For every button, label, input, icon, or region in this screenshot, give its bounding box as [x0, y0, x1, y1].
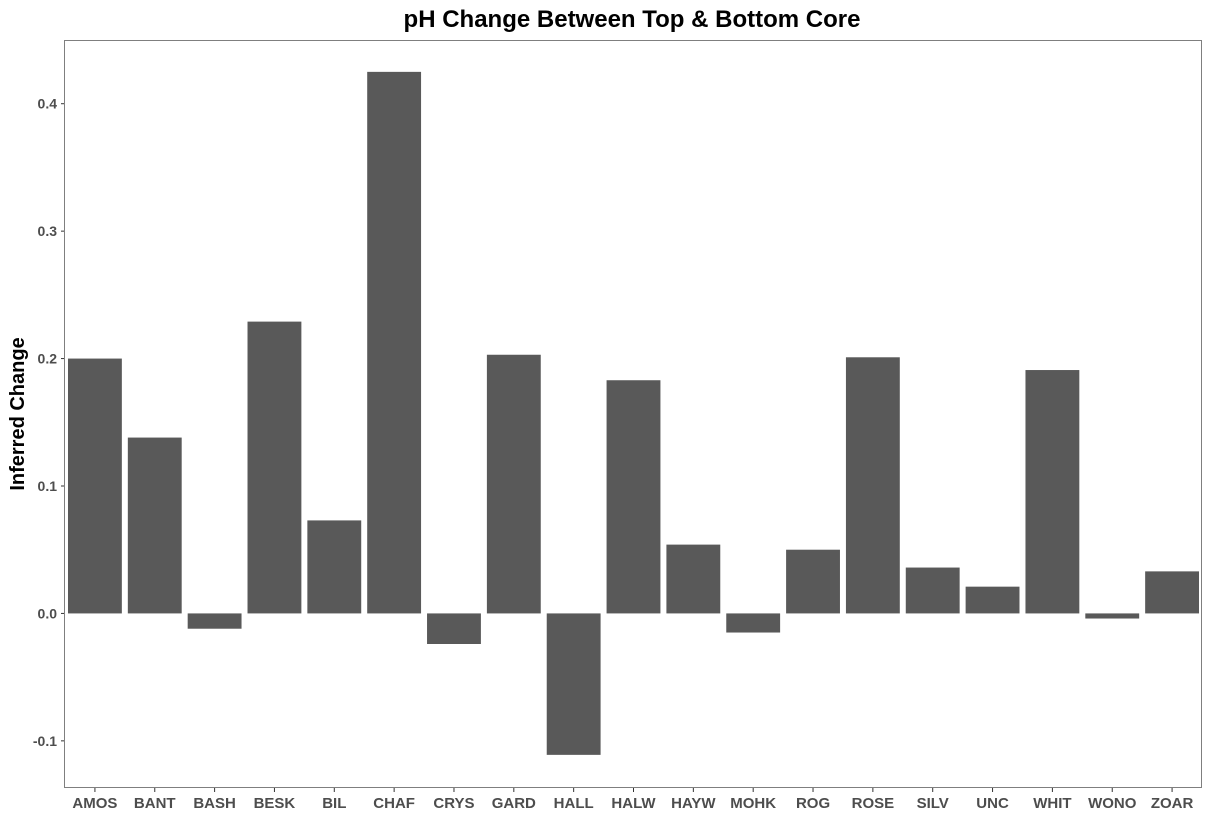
bar-halw [606, 380, 661, 614]
x-tick-label: ROG [796, 795, 830, 812]
y-tick-label: 0.4 [38, 96, 58, 112]
bar-mohk [726, 613, 781, 633]
x-tick-label: GARD [492, 795, 536, 812]
y-axis-label: Inferred Change [7, 337, 29, 490]
bars-group [67, 71, 1200, 755]
x-tick-label: BASH [193, 795, 236, 812]
bar-amos [67, 358, 122, 614]
chart-title: pH Change Between Top & Bottom Core [404, 6, 861, 33]
bar-bant [127, 437, 182, 614]
x-tick-label: BESK [254, 795, 296, 812]
bar-whit [1025, 370, 1080, 614]
bar-zoar [1145, 571, 1200, 614]
x-tick-label: BIL [322, 795, 346, 812]
y-tick-label: 0.0 [38, 605, 58, 621]
x-tick-label: CHAF [373, 795, 415, 812]
bar-silv [905, 567, 960, 614]
bar-chaf [367, 71, 422, 614]
x-tick-label: AMOS [72, 795, 117, 812]
x-tick-label: WONO [1088, 795, 1137, 812]
bar-bil [307, 520, 362, 614]
x-tick-label: CRYS [433, 795, 474, 812]
bar-rose [845, 357, 900, 614]
x-tick-label: HALL [554, 795, 594, 812]
x-tick-label: ROSE [852, 795, 895, 812]
x-tick-label: MOHK [730, 795, 776, 812]
bar-gard [486, 354, 541, 614]
y-tick-label: 0.2 [38, 351, 58, 367]
bar-rog [786, 549, 840, 614]
bar-hayw [666, 544, 721, 614]
x-tick-label: SILV [917, 795, 949, 812]
bar-unc [965, 586, 1020, 614]
bar-hall [546, 613, 601, 755]
y-tick-label: 0.1 [38, 478, 58, 494]
plot-panel-border [64, 40, 1202, 788]
x-tick-label: HAYW [671, 795, 716, 812]
y-tick-label: -0.1 [33, 733, 57, 749]
x-tick-label: HALW [611, 795, 656, 812]
bar-crys [427, 613, 481, 644]
x-tick-label: UNC [976, 795, 1009, 812]
y-axis: -0.1 0.0 0.1 0.2 0.3 0.4 [33, 96, 65, 749]
x-axis: AMOS BANT BASH BESK BIL CHAF CRYS GARD HALL HALW H… [72, 788, 1193, 812]
bar-bash [187, 613, 242, 629]
x-tick-label: WHIT [1033, 795, 1071, 812]
x-tick-label: BANT [134, 795, 176, 812]
y-tick-label: 0.3 [38, 223, 58, 239]
bar-besk [247, 321, 302, 614]
bar-wono [1085, 613, 1140, 619]
x-tick-label: ZOAR [1151, 795, 1194, 812]
